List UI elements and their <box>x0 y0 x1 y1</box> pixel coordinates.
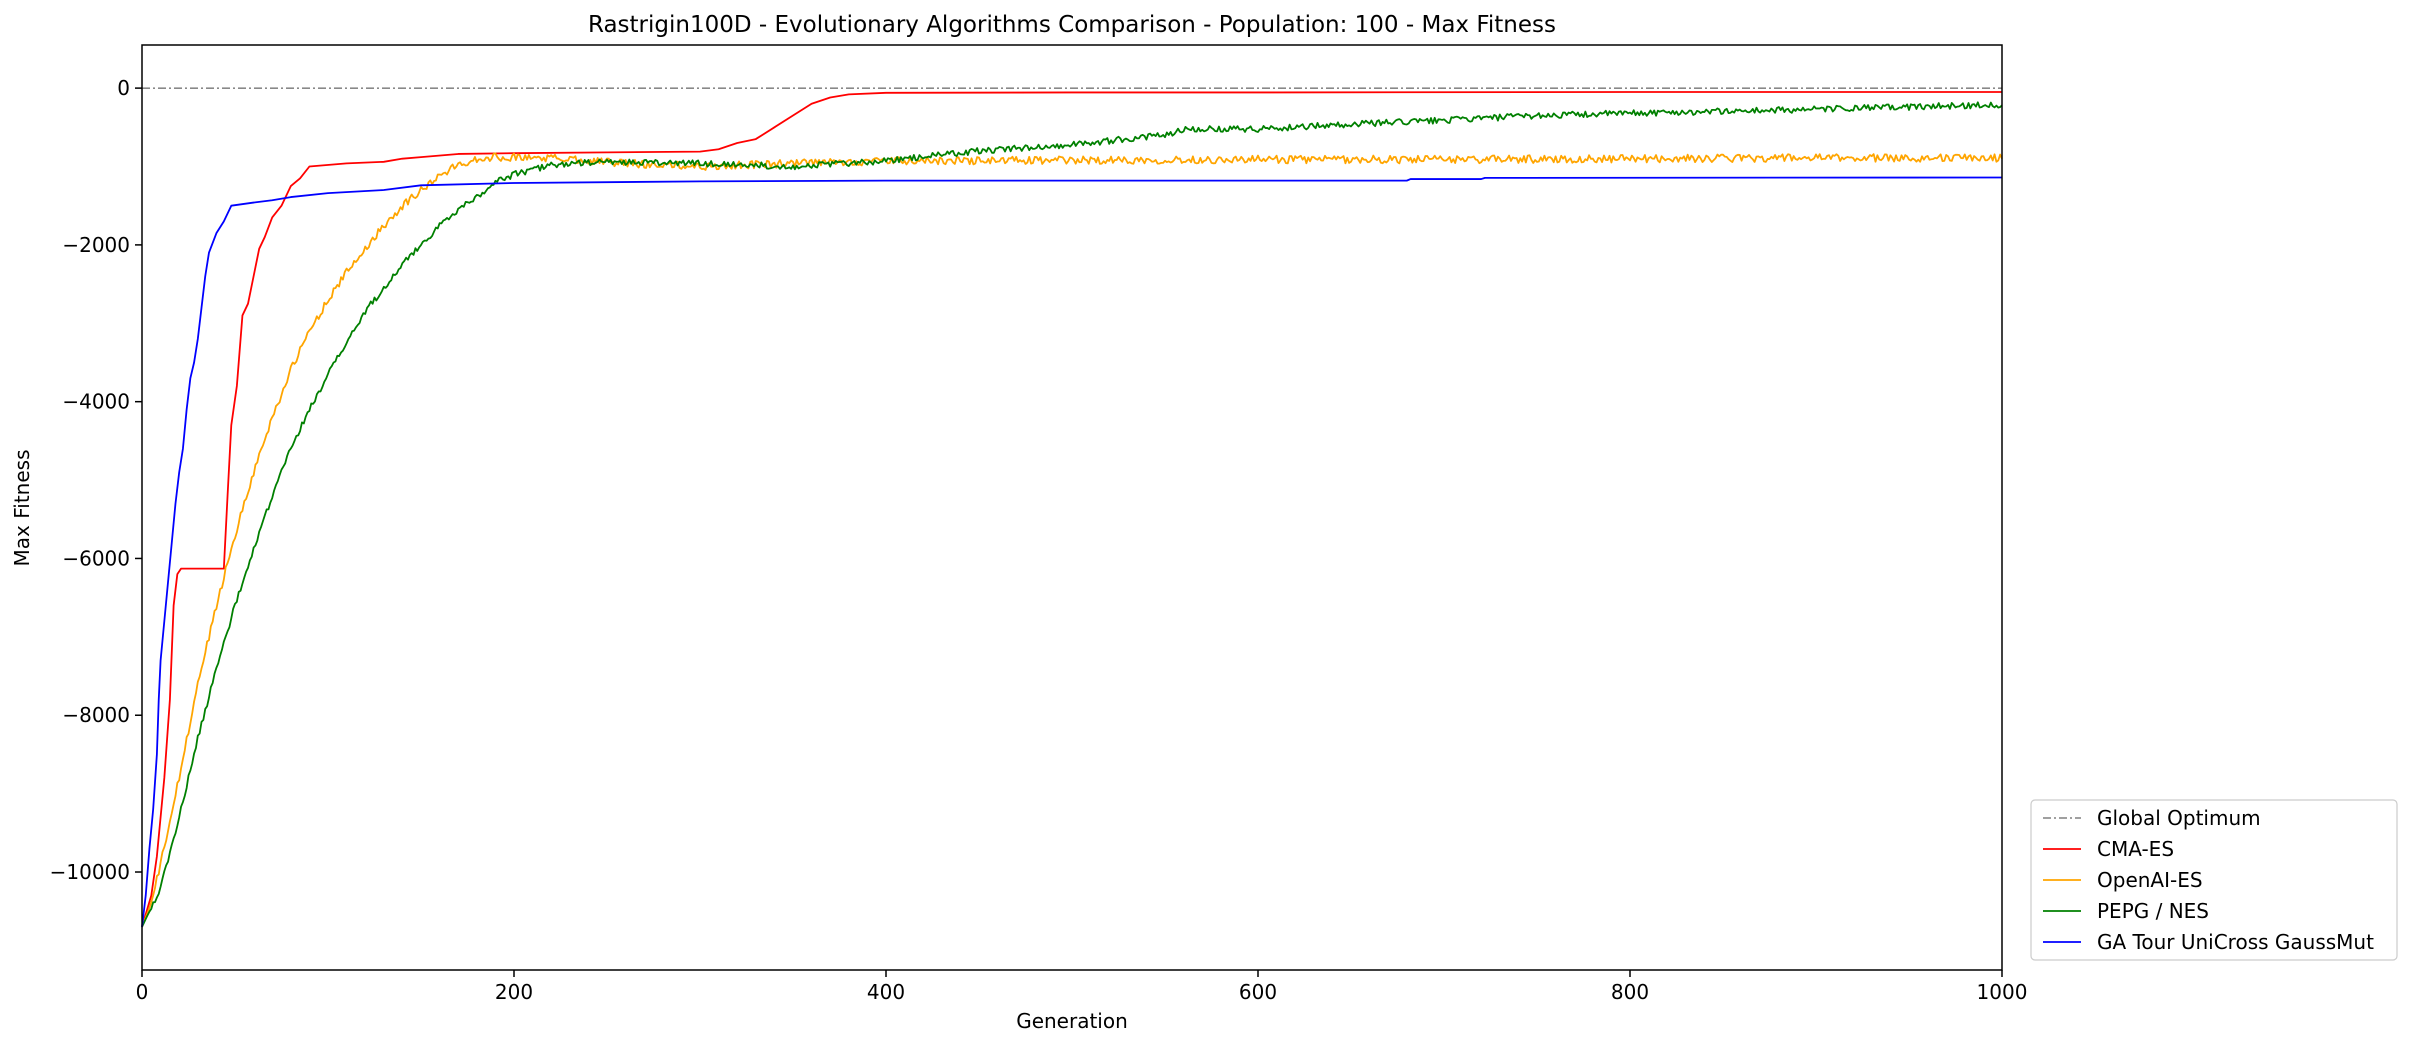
x-tick-label: 0 <box>136 980 149 1004</box>
plot-area <box>141 44 2003 971</box>
y-tick-label: 0 <box>117 76 130 100</box>
series-line-ga-tour-unicross-gaussmut <box>141 176 2003 927</box>
chart-title: Rastrigin100D - Evolutionary Algorithms … <box>588 12 1556 38</box>
legend-label: CMA-ES <box>2097 837 2174 861</box>
y-tick-label: −8000 <box>62 703 130 727</box>
x-tick-label: 600 <box>1239 980 1277 1004</box>
y-axis-label: Max Fitness <box>10 450 34 567</box>
y-tick-label: −4000 <box>62 390 130 414</box>
plot-frame <box>141 44 2003 971</box>
x-tick-label: 400 <box>867 980 905 1004</box>
series-line-pepg-nes <box>141 101 2003 928</box>
legend-label: GA Tour UniCross GaussMut <box>2097 930 2374 954</box>
x-tick-label: 1000 <box>1977 980 2028 1004</box>
legend: Global Optimum CMA-ES OpenAI-ES PEPG / NES G… <box>2030 799 2398 961</box>
legend-frame <box>2030 799 2398 961</box>
y-axis: 0 −2000 −4000 −6000 −8000 −10000 <box>50 76 142 884</box>
series-line-openai-es <box>141 152 2003 928</box>
y-tick-label: −10000 <box>50 860 130 884</box>
series-layer <box>141 87 2003 928</box>
series-line-cma-es <box>141 91 2002 928</box>
x-axis: 0 200 400 600 800 1000 <box>136 970 2028 1004</box>
x-tick-label: 800 <box>1611 980 1649 1004</box>
legend-label: Global Optimum <box>2097 806 2261 830</box>
plot-background <box>142 45 2002 970</box>
legend-label: OpenAI-ES <box>2097 868 2203 892</box>
y-tick-label: −6000 <box>62 546 130 570</box>
legend-label: PEPG / NES <box>2097 899 2209 923</box>
x-axis-label: Generation <box>1016 1009 1128 1033</box>
x-tick-label: 200 <box>495 980 533 1004</box>
y-tick-label: −2000 <box>62 233 130 257</box>
